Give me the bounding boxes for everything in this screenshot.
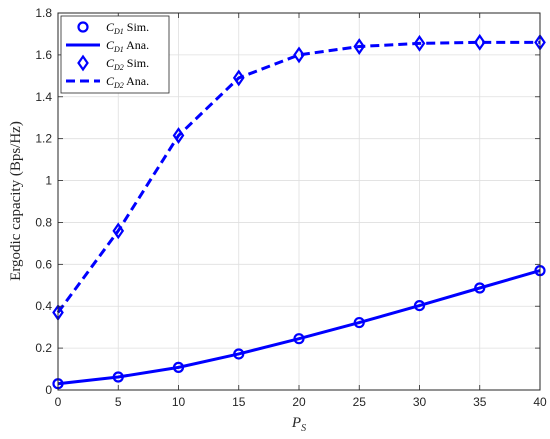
legend-label-name: Sim.: [124, 20, 149, 34]
legend-label-symbol: C: [106, 38, 115, 52]
legend-entries: CD1 Sim.CD1 Ana.CD2 Sim.CD2 Ana.: [66, 20, 149, 90]
data-point-diamond: [413, 34, 426, 52]
legend-entry-D1-marker-circle: CD1 Sim.: [77, 20, 149, 36]
y-tick-label: 0.6: [35, 257, 52, 271]
x-tick-label: 25: [353, 395, 367, 409]
series-D2-dashed: [56, 40, 540, 314]
x-tick-label: 15: [232, 395, 246, 409]
y-axis-label: Ergodic capacity (Bps/Hz): [8, 121, 24, 281]
x-tick-label: 30: [413, 395, 427, 409]
series-line: [57, 269, 541, 386]
legend-symbol-diamond: [77, 54, 89, 72]
legend-label-sub: D1: [113, 45, 124, 54]
legend-entry-D2-dashed: CD2 Ana.: [66, 74, 149, 90]
x-tick-label: 35: [473, 395, 487, 409]
x-tick-label: 5: [115, 395, 122, 409]
legend-label-sub: D1: [113, 27, 124, 36]
y-tick-label: 0.4: [35, 299, 52, 313]
x-axis-label-main: P: [291, 415, 301, 431]
legend-label-sub: D2: [113, 81, 124, 90]
y-tick-label: 1.2: [35, 132, 52, 146]
legend-label-symbol: C: [106, 56, 115, 70]
axis-ticks: 0 5 10 15 20 25 30 35 40 0 0.2 0.4 0.6 0.8 1 1.2 1.4 1.6 1…: [35, 6, 547, 409]
legend-label-symbol: C: [106, 74, 115, 88]
legend-label: CD1 Ana.: [106, 38, 149, 54]
legend-entry-D2-marker-diamond: CD2 Sim.: [77, 54, 149, 72]
legend-label-name: Ana.: [124, 74, 149, 88]
y-tick-label: 0: [45, 383, 52, 397]
x-tick-label: 20: [292, 395, 306, 409]
x-tick-label: 40: [533, 395, 547, 409]
legend-label-name: Ana.: [124, 38, 149, 52]
series-D1-solid: [57, 269, 541, 386]
legend-label-symbol: C: [106, 20, 115, 34]
x-axis-label: PS: [291, 415, 306, 434]
series-line: [56, 40, 540, 314]
legend-entry-D1-solid: CD1 Ana.: [66, 38, 149, 54]
legend-label-sub: D2: [113, 63, 124, 72]
y-tick-label: 0.2: [35, 341, 52, 355]
y-tick-label: 1.4: [35, 90, 52, 104]
x-axis-label-sub: S: [301, 423, 306, 434]
data-point-diamond: [353, 38, 366, 55]
y-tick-label: 1.8: [35, 6, 52, 20]
legend-label: CD2 Sim.: [106, 56, 149, 72]
legend: CD1 Sim.CD1 Ana.CD2 Sim.CD2 Ana.: [60, 15, 170, 94]
legend-label-name: Sim.: [124, 56, 149, 70]
legend-symbol-circle: [77, 21, 89, 33]
y-tick-label: 1: [45, 174, 52, 188]
y-tick-label: 0.8: [35, 215, 52, 229]
x-tick-label: 0: [55, 395, 62, 409]
data-point-diamond: [473, 33, 486, 51]
x-tick-label: 10: [172, 395, 186, 409]
legend-label: CD2 Ana.: [106, 74, 149, 90]
data-point-diamond: [293, 46, 305, 64]
y-tick-label: 1.6: [35, 48, 52, 62]
legend-label: CD1 Sim.: [106, 20, 149, 36]
